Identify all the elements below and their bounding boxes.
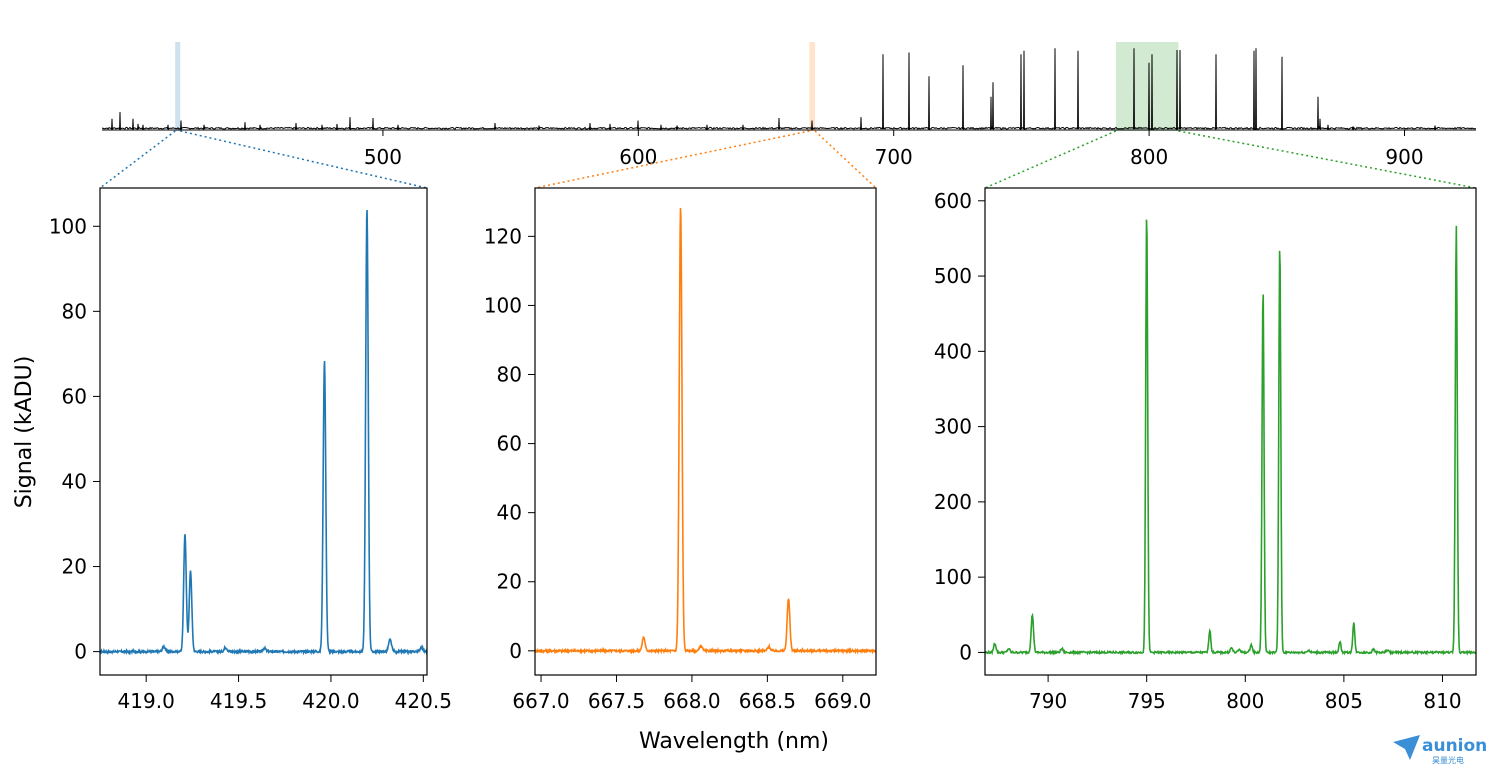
connector-right-1 (180, 130, 428, 189)
y-tick-label-1-40: 40 (62, 469, 87, 493)
highlight-region-2 (809, 42, 816, 131)
zoom-frame-1 (99, 187, 428, 676)
y-tick-label-2-20: 20 (497, 570, 522, 594)
zoom-spectrum-line-2 (535, 207, 876, 655)
y-tick-label-3-400: 400 (934, 339, 972, 363)
y-tick-label-2-40: 40 (497, 501, 522, 525)
x-tick-label-3-800: 800 (1226, 689, 1264, 713)
overview-tick-label-700: 700 (875, 145, 913, 169)
y-tick-label-3-0: 0 (959, 640, 972, 664)
x-tick-label-1-419.5: 419.5 (210, 689, 267, 713)
connector-right-2 (814, 130, 877, 189)
y-tick-label-1-100: 100 (49, 214, 87, 238)
y-tick-label-2-100: 100 (484, 293, 522, 317)
zoom-connector-lines (99, 130, 1477, 189)
x-tick-label-2-667.5: 667.5 (588, 689, 645, 713)
zoom-panel-green: 790 795 800 805 810 0 100 200 300 400 500 600 (934, 187, 1477, 713)
connector-left-1 (99, 130, 176, 189)
y-tick-label-1-80: 80 (62, 299, 87, 323)
overview-tick-label-500: 500 (364, 145, 402, 169)
y-tick-label-1-20: 20 (62, 555, 87, 579)
zoom-panel-blue: 419.0 419.5 420.0 420.5 0 20 40 60 80 100 (49, 187, 452, 713)
x-axis-title: Wavelength (nm) (639, 729, 829, 754)
x-tick-label-2-667: 667.0 (512, 689, 569, 713)
x-tick-label-2-669: 669.0 (814, 689, 871, 713)
x-tick-label-1-419: 419.0 (118, 689, 175, 713)
y-tick-label-2-80: 80 (497, 363, 522, 387)
overview-tick-label-800: 800 (1130, 145, 1168, 169)
connector-left-3 (984, 130, 1117, 189)
y-tick-label-1-0: 0 (74, 640, 87, 664)
x-tick-label-3-795: 795 (1128, 689, 1166, 713)
y-axis-title: Signal (kADU) (12, 356, 37, 509)
zoom-frame-3 (984, 187, 1477, 676)
overview-spectrum-line (101, 48, 1477, 131)
y-tick-label-2-0: 0 (509, 639, 522, 663)
y-tick-label-2-60: 60 (497, 432, 522, 456)
zoom-spectrum-line-3 (985, 219, 1476, 656)
y-tick-label-2-120: 120 (484, 224, 522, 248)
paper-plane-icon (1393, 735, 1420, 760)
brand-logo: aunion 昊量光电 (1393, 735, 1487, 765)
x-tick-label-3-810: 810 (1423, 689, 1461, 713)
y-tick-label-3-500: 500 (934, 264, 972, 288)
x-tick-label-2-668: 668.0 (663, 689, 720, 713)
x-tick-label-1-420.5: 420.5 (395, 689, 452, 713)
highlight-region-3 (1115, 42, 1179, 131)
overview-spectrum-panel: 500 600 700 800 900 (101, 42, 1477, 169)
zoom-panel-orange: 667.0 667.5 668.0 668.5 669.0 0 20 40 60 80 100 120 (484, 187, 877, 713)
x-tick-label-2-668.5: 668.5 (739, 689, 796, 713)
connector-right-3 (1178, 130, 1477, 189)
x-tick-label-3-790: 790 (1029, 689, 1067, 713)
y-tick-label-3-600: 600 (934, 189, 972, 213)
y-tick-label-3-200: 200 (934, 490, 972, 514)
zoom-spectrum-line-1 (100, 210, 427, 656)
overview-tick-label-600: 600 (619, 145, 657, 169)
x-tick-label-1-420: 420.0 (302, 689, 359, 713)
y-tick-label-3-100: 100 (934, 565, 972, 589)
logo-text: aunion (1422, 736, 1487, 756)
highlight-region-1 (175, 42, 181, 131)
overview-tick-label-900: 900 (1385, 145, 1423, 169)
connector-left-2 (534, 130, 810, 189)
y-tick-label-1-60: 60 (62, 384, 87, 408)
y-tick-label-3-300: 300 (934, 415, 972, 439)
zoom-frame-2 (534, 187, 877, 676)
logo-subtitle: 昊量光电 (1432, 755, 1464, 765)
x-tick-label-3-805: 805 (1325, 689, 1363, 713)
